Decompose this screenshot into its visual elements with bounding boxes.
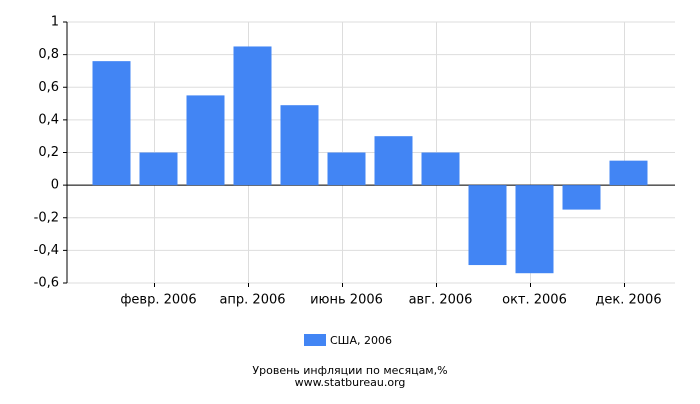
y-tick-label: 0,2 (38, 145, 59, 160)
x-tick-label: дек. 2006 (595, 293, 661, 308)
x-tick-label: окт. 2006 (502, 293, 567, 308)
bar (186, 95, 225, 186)
bar (609, 160, 648, 186)
y-tick-label: 0,4 (38, 112, 59, 127)
bar (515, 185, 554, 274)
bar (327, 152, 366, 186)
x-tick-label: июнь 2006 (310, 293, 383, 308)
x-tick-label: авг. 2006 (409, 293, 473, 308)
y-tick-label: 0,8 (38, 47, 59, 62)
legend-swatch (304, 334, 326, 346)
chart-title: Уровень инфляции по месяцам,% (252, 364, 447, 377)
bar (92, 61, 131, 186)
y-tick-label: -0,2 (34, 210, 59, 225)
y-tick-label: 1 (51, 15, 59, 30)
legend-label: США, 2006 (330, 334, 392, 347)
x-tick-label: апр. 2006 (219, 293, 285, 308)
bar (562, 185, 601, 210)
bar (374, 136, 413, 186)
bar (280, 105, 319, 186)
y-tick-label: -0,4 (34, 243, 59, 258)
y-tick-label: -0,6 (34, 276, 59, 291)
bar (233, 46, 272, 186)
y-tick-label: 0 (51, 178, 59, 193)
y-tick-label: 0,6 (38, 80, 59, 95)
bar (421, 152, 460, 186)
bar (139, 152, 178, 186)
bar (468, 185, 507, 266)
chart-subtitle: www.statbureau.org (295, 376, 406, 389)
x-tick-label: февр. 2006 (120, 293, 196, 308)
